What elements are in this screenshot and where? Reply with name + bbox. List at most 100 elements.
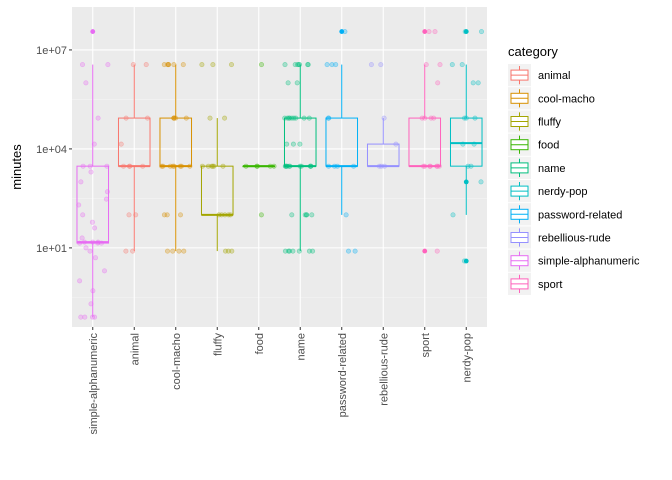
jitter-point <box>118 141 124 147</box>
x-axis: simple-alphanumeric animal cool-macho fluff… <box>88 327 473 435</box>
y-axis: 1e+01 1e+04 1e+07 <box>36 45 72 255</box>
legend-item-sport: sport <box>508 272 562 295</box>
jitter-point <box>286 248 292 254</box>
jitter-point <box>83 245 89 251</box>
jitter-point <box>449 62 455 68</box>
jitter-point <box>78 179 84 185</box>
jitter-point <box>305 62 311 68</box>
box-fluffy <box>200 118 234 252</box>
legend: category animal cool-macho fluffy food name n… <box>508 44 640 295</box>
jitter-point <box>207 115 213 121</box>
y-tick-label: 1e+04 <box>36 144 67 156</box>
jitter-point <box>92 314 98 320</box>
jitter-point <box>333 62 339 68</box>
jitter-point <box>89 219 95 225</box>
outlier-point <box>463 179 469 185</box>
jitter-point <box>282 248 288 254</box>
legend-label: food <box>538 140 559 152</box>
jitter-point <box>229 248 235 254</box>
jitter-point <box>435 80 441 86</box>
jitter-point <box>305 62 311 68</box>
jitter-point <box>470 80 476 86</box>
box-animal <box>117 64 151 252</box>
x-tick-label: simple-alphanumeric <box>88 333 100 435</box>
y-tick-label: 1e+07 <box>36 45 67 57</box>
jitter-point <box>381 115 387 121</box>
jitter-point <box>78 314 84 320</box>
jitter-point <box>93 255 99 261</box>
legend-item-nerdy-pop: nerdy-pop <box>508 180 588 203</box>
jitter-point <box>95 115 101 121</box>
legend-label: animal <box>538 70 570 82</box>
jitter-point <box>87 248 93 254</box>
jitter-point <box>164 212 170 218</box>
y-tick-label: 1e+01 <box>36 243 67 255</box>
jitter-point <box>143 62 149 68</box>
jitter-point <box>82 314 88 320</box>
jitter-point <box>79 235 85 241</box>
jitter-point <box>290 141 296 147</box>
jitter-point <box>105 62 111 68</box>
jitter-point <box>80 212 86 218</box>
outlier-point <box>90 29 96 34</box>
jitter-point <box>478 179 484 185</box>
jitter-point <box>289 212 295 218</box>
legend-label: rebellious-rude <box>538 233 611 245</box>
jitter-point <box>88 169 94 175</box>
jitter-point <box>285 80 291 86</box>
box-sport <box>408 64 442 168</box>
jitter-point <box>181 248 187 254</box>
outlier-point <box>339 29 345 34</box>
outlier-point <box>463 29 469 34</box>
legend-item-cool-macho: cool-macho <box>508 87 595 110</box>
jitter-point <box>302 212 308 218</box>
jitter-point <box>310 248 316 254</box>
jitter-point <box>434 248 440 254</box>
jitter-point <box>102 268 108 274</box>
jitter-point <box>123 248 129 254</box>
x-tick-label: nerdy-pop <box>461 333 473 383</box>
jitter-point <box>83 80 89 86</box>
legend-label: password-related <box>538 209 622 221</box>
jitter-point <box>304 212 310 218</box>
jitter-point <box>478 29 484 35</box>
outlier-point <box>422 248 428 254</box>
jitter-point <box>103 196 109 202</box>
legend-item-password-related: password-related <box>508 203 622 226</box>
minor-gridlines <box>72 99 487 298</box>
jitter-point <box>258 62 264 68</box>
x-tick-label: fluffy <box>212 333 224 357</box>
jitter-point <box>297 141 303 147</box>
box-rebellious-rude <box>366 118 400 168</box>
jitter-point <box>80 62 86 68</box>
x-tick-label: animal <box>129 333 141 365</box>
jitter-point <box>329 62 335 68</box>
legend-item-rebellious-rude: rebellious-rude <box>508 226 611 249</box>
x-tick-label: password-related <box>337 333 349 417</box>
box-cool-macho <box>159 64 193 252</box>
outlier-point <box>422 29 428 34</box>
legend-label: sport <box>538 279 562 291</box>
jitter-point <box>378 62 384 68</box>
jitter-point <box>296 248 302 254</box>
legend-label: simple-alphanumeric <box>538 256 640 268</box>
jitter-point <box>199 62 205 68</box>
jitter-point <box>222 115 228 121</box>
jitter-point <box>309 212 315 218</box>
jitter-point <box>165 248 171 254</box>
jitter-point <box>450 212 456 218</box>
jitter-point <box>303 212 309 218</box>
legend-label: nerdy-pop <box>538 186 588 198</box>
x-tick-label: cool-macho <box>171 333 183 390</box>
jitter-point <box>225 248 231 254</box>
jitter-point <box>165 62 171 68</box>
legend-label: cool-macho <box>538 93 595 105</box>
jitter-point <box>170 248 176 254</box>
jitter-point <box>292 62 298 68</box>
jitter-point <box>77 278 83 284</box>
jitter-point <box>210 62 216 68</box>
y-axis-title: minutes <box>9 144 24 190</box>
x-tick-label: food <box>254 333 266 354</box>
jitter-point <box>475 80 481 86</box>
